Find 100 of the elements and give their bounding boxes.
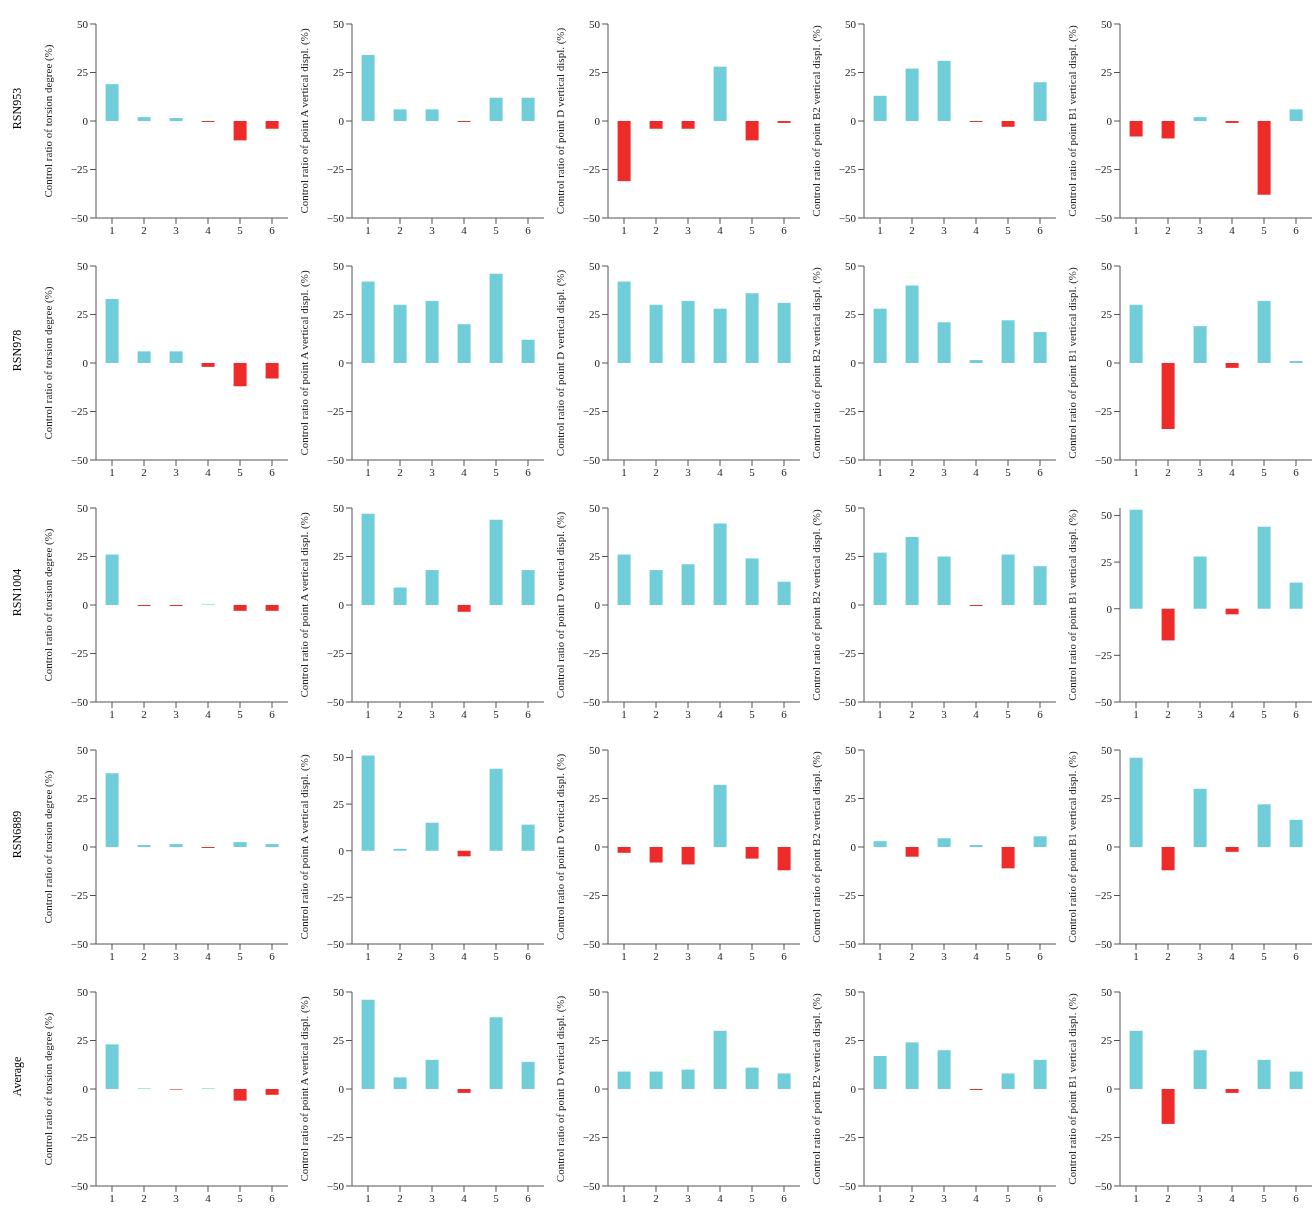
x-tick-label: 4 [717, 949, 724, 962]
y-axis-title: Control ratio of point A vertical displ. (%) [297, 270, 311, 456]
x-tick-label: 5 [1005, 223, 1012, 236]
x-tick-label: 3 [685, 465, 692, 478]
y-tick-label: 25 [1101, 556, 1113, 568]
bar [425, 300, 439, 363]
x-tick-label: 6 [1293, 1191, 1300, 1204]
x-tick-label: 6 [781, 223, 788, 236]
x-tick-label: 2 [1165, 707, 1171, 720]
text: RSN1004 [10, 568, 26, 616]
x-tick-label: 3 [173, 223, 180, 236]
y-axis-title: Control ratio of point D vertical displ. (%) [553, 269, 567, 457]
x-tick-label: 5 [237, 707, 244, 720]
x-tick-label: 2 [141, 465, 147, 478]
bar [1033, 331, 1047, 363]
y-tick-label: 25 [589, 550, 601, 563]
y-tick-label: 50 [589, 17, 601, 30]
x-tick-label: 1 [621, 1191, 627, 1204]
bar [745, 293, 759, 363]
bar [1001, 1073, 1015, 1089]
x-tick-label: 1 [1133, 1191, 1139, 1204]
x-tick-label: 4 [1229, 707, 1236, 720]
y-tick-label: 50 [589, 501, 601, 514]
y-tick-label: 0 [1106, 1082, 1113, 1095]
bar [233, 363, 247, 387]
x-tick-label: 2 [1165, 1191, 1171, 1204]
bar [1001, 121, 1015, 127]
x-tick-label: 2 [653, 465, 659, 478]
x-tick-label: 1 [1133, 707, 1139, 720]
y-tick-label: 50 [1101, 985, 1113, 998]
y-tick-label: −50 [70, 1179, 89, 1192]
bar [1001, 847, 1015, 869]
x-tick-label: 1 [365, 707, 371, 720]
y-tick-label: 25 [77, 792, 89, 805]
bar [649, 1071, 663, 1089]
bar [1225, 363, 1239, 368]
y-tick-label: −25 [582, 163, 601, 176]
x-tick-label: 3 [1197, 465, 1204, 478]
y-tick-label: 50 [77, 501, 89, 514]
y-axis-title: Control ratio of point B1 vertical displ. (%) [1065, 993, 1079, 1185]
x-tick-label: 5 [749, 707, 756, 720]
x-tick-label: 4 [1229, 465, 1236, 478]
x-tick-label: 6 [781, 949, 788, 962]
x-tick-label: 1 [877, 465, 883, 478]
y-tick-label: 0 [338, 844, 345, 857]
y-tick-label: 0 [594, 840, 601, 853]
bar [489, 97, 503, 121]
y-tick-label: 50 [333, 17, 345, 30]
y-tick-label: 25 [845, 550, 857, 563]
y-tick-label: 25 [1101, 308, 1113, 321]
x-tick-label: 3 [685, 1191, 692, 1204]
bar [105, 298, 119, 363]
y-tick-label: 25 [1101, 66, 1113, 79]
x-tick-label: 5 [493, 465, 500, 478]
y-tick-label: −25 [326, 1131, 345, 1144]
bar [937, 60, 951, 121]
text: RSN978 [10, 329, 26, 371]
bar [1129, 304, 1143, 363]
x-tick-label: 6 [525, 223, 532, 236]
x-tick-label: 1 [365, 949, 371, 962]
x-tick-label: 2 [909, 223, 915, 236]
y-tick-label: 50 [845, 743, 857, 756]
bar [105, 1044, 119, 1089]
bar [265, 844, 279, 847]
x-tick-label: 6 [525, 1191, 532, 1204]
y-tick-label: 0 [1106, 602, 1113, 615]
bar [873, 1056, 887, 1089]
x-tick-label: 3 [1197, 707, 1204, 720]
x-tick-label: 6 [1037, 949, 1044, 962]
bar [937, 1050, 951, 1089]
x-tick-label: 1 [621, 223, 627, 236]
x-tick-label: 2 [1165, 949, 1171, 962]
y-tick-label: −25 [326, 647, 345, 660]
y-tick-label: 50 [333, 751, 345, 764]
x-tick-label: 5 [237, 1191, 244, 1204]
y-tick-label: 50 [589, 259, 601, 272]
bar [265, 363, 279, 379]
y-tick-label: −25 [326, 405, 345, 418]
y-tick-label: −50 [1094, 1179, 1113, 1192]
y-tick-label: 25 [77, 308, 89, 321]
bar [361, 281, 375, 363]
x-tick-label: 2 [141, 949, 147, 962]
y-tick-label: 50 [333, 985, 345, 998]
y-tick-label: 50 [1101, 743, 1113, 756]
y-tick-label: 50 [589, 743, 601, 756]
x-tick-label: 1 [621, 949, 627, 962]
x-tick-label: 6 [781, 465, 788, 478]
y-tick-label: −50 [582, 937, 601, 950]
x-tick-label: 1 [109, 1191, 115, 1204]
y-axis-title: Control ratio of point B2 vertical displ. (%) [809, 751, 823, 943]
y-tick-label: 25 [333, 550, 345, 563]
y-tick-label: 0 [594, 1082, 601, 1095]
x-tick-label: 6 [269, 1191, 276, 1204]
x-tick-label: 1 [109, 949, 115, 962]
bar [393, 304, 407, 363]
y-tick-label: 25 [77, 550, 89, 563]
y-tick-label: 25 [333, 798, 345, 810]
y-tick-label: 50 [1101, 509, 1113, 522]
bar [457, 324, 471, 363]
x-tick-label: 1 [109, 465, 115, 478]
